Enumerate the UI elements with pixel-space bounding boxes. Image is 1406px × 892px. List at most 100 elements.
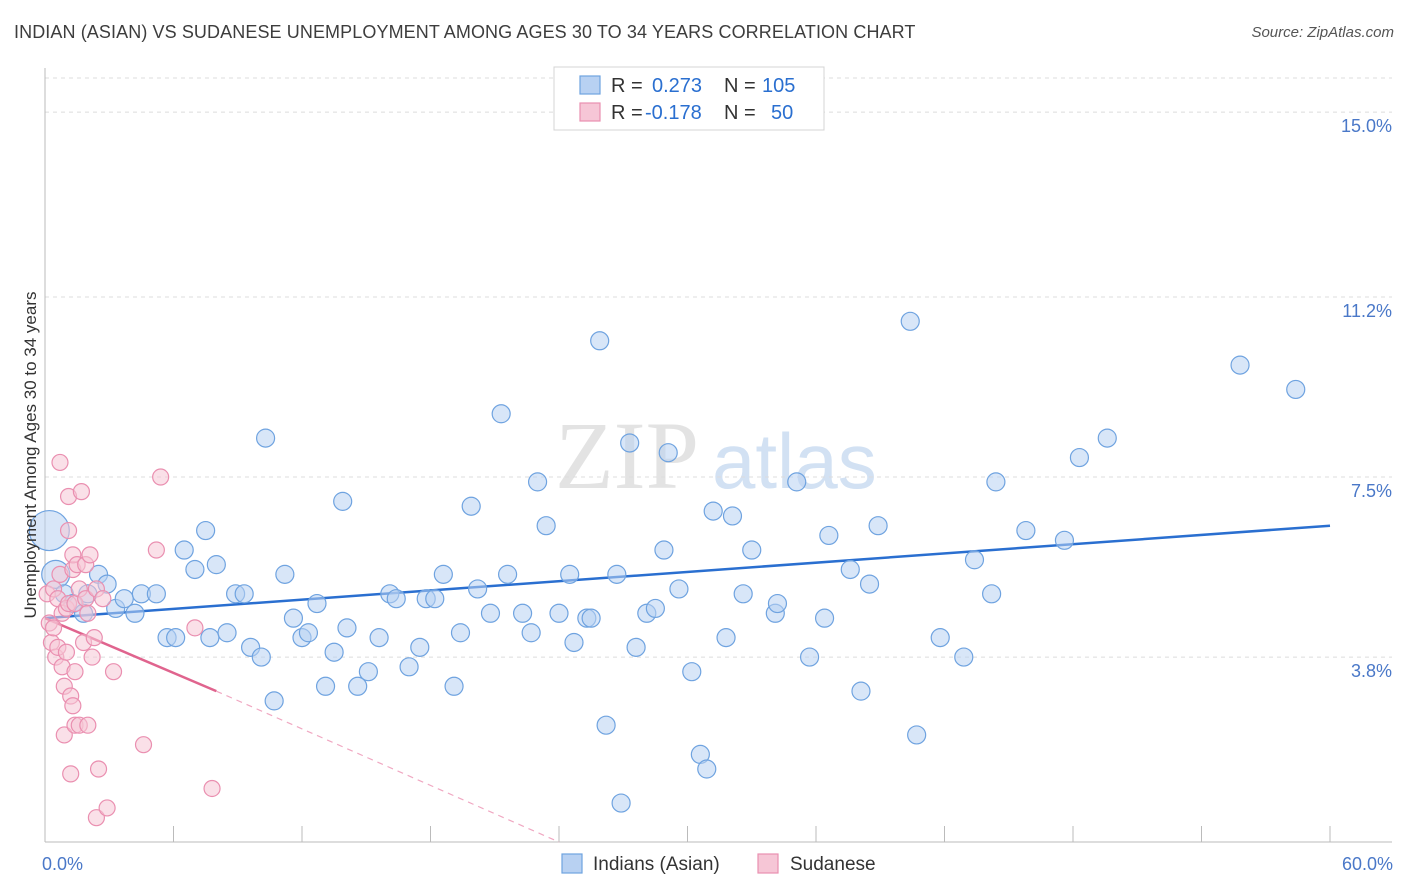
sudanese-point [81, 546, 99, 564]
indian-point [251, 647, 271, 667]
indian-point [1069, 447, 1090, 468]
sudanese-point [55, 726, 73, 744]
sudanese-point [79, 604, 97, 622]
indian-point [767, 593, 788, 614]
indian-point [607, 564, 627, 584]
indian-point [536, 516, 556, 536]
indian-point [851, 681, 871, 701]
indian-point [498, 564, 518, 584]
sudanese-point [134, 736, 153, 754]
indian-point [986, 472, 1006, 492]
legend-pink-r-value: -0.178 [645, 102, 702, 124]
indian-point [369, 628, 389, 648]
legend-pink-n-label: N = [724, 102, 756, 124]
indian-point [1230, 355, 1250, 375]
indian-point [1054, 530, 1075, 550]
indian-point [217, 623, 237, 643]
legend-blue-r-label: R = [611, 75, 643, 97]
legend-blue-r-value: 0.273 [652, 75, 702, 97]
indian-point [527, 472, 548, 492]
legend-pink-n-value: 50 [771, 102, 793, 124]
indian-point [283, 608, 304, 628]
indian-point [564, 632, 584, 653]
indian-point [1097, 428, 1117, 448]
sudanese-point [94, 590, 112, 608]
indian-point [521, 623, 541, 643]
indian-point [206, 555, 226, 575]
legend-pink-r-label: R = [611, 102, 643, 124]
y-tick-label: 3.8% [1351, 661, 1392, 681]
indian-point [1286, 379, 1306, 400]
axes [44, 68, 1392, 843]
indian-point [461, 496, 481, 516]
sudanese-point [57, 643, 76, 661]
legend-pink-swatch [579, 102, 601, 122]
indian-point [337, 618, 357, 638]
indian-point [611, 793, 631, 813]
indian-point [787, 472, 807, 492]
indian-point [590, 331, 610, 351]
sudanese-trend-extension [216, 690, 560, 843]
legend-blue-n-value: 105 [762, 75, 795, 97]
indian-point [697, 759, 717, 779]
indian-point [964, 550, 985, 570]
source-label: Source: ZipAtlas.com [1251, 24, 1394, 41]
indian-point [255, 428, 276, 448]
indian-point [733, 584, 753, 604]
indian-point [324, 642, 344, 662]
sudanese-point [44, 619, 63, 637]
sudanese-point [147, 541, 165, 559]
y-tick-label: 7.5% [1351, 481, 1392, 501]
indian-point [264, 691, 284, 711]
indian-point [1016, 520, 1036, 541]
watermark-atlas: atlas [712, 417, 877, 505]
sudanese-point [87, 809, 106, 827]
indian-point [954, 647, 974, 667]
indian-point [234, 584, 254, 604]
indian-point [450, 623, 471, 643]
indian-point [900, 311, 920, 331]
indian-point [512, 603, 533, 623]
indian-point [480, 603, 501, 623]
indian-point [386, 589, 406, 609]
indian-point [703, 501, 723, 521]
indian-point [560, 564, 580, 584]
indian-point [125, 603, 145, 623]
indian-point [468, 579, 488, 599]
indian-point [716, 628, 736, 648]
indian-point [930, 628, 950, 648]
indian-point [549, 603, 569, 623]
sudanese-point [79, 716, 97, 734]
indian-point [620, 433, 640, 453]
sudanese-point [98, 799, 116, 817]
indian-point [433, 564, 453, 584]
indian-point [307, 593, 327, 614]
legend-blue-n-label: N = [724, 75, 756, 97]
indian-point [682, 662, 702, 682]
indian-point [333, 491, 353, 511]
y-tick-label: 15.0% [1341, 116, 1392, 136]
sudanese-point [66, 663, 84, 681]
sudanese-point [59, 521, 78, 540]
indian-point [146, 584, 166, 604]
indian-point [410, 637, 430, 657]
indian-point [491, 404, 511, 424]
indian-point [626, 637, 646, 657]
indian-point [669, 579, 689, 599]
indian-point [742, 540, 762, 560]
correlation-legend: R = 0.273 N = 105 R = -0.178 N = 50 [553, 66, 825, 131]
sudanese-point [89, 760, 108, 778]
indian-point [654, 540, 674, 560]
indian-point [581, 608, 601, 628]
sudanese-point [62, 765, 80, 783]
indian-point [185, 559, 205, 580]
indian-point [348, 676, 368, 696]
x-tick-label-min: 0.0% [42, 854, 83, 874]
indian-point [868, 516, 888, 536]
bottom-legend-blue-label: Indians (Asian) [593, 854, 720, 875]
sudanese-point [64, 697, 82, 715]
indian-point [645, 598, 665, 619]
trend-lines [44, 524, 1331, 843]
bottom-legend-blue-swatch [561, 853, 583, 874]
legend-blue-swatch [579, 75, 601, 95]
